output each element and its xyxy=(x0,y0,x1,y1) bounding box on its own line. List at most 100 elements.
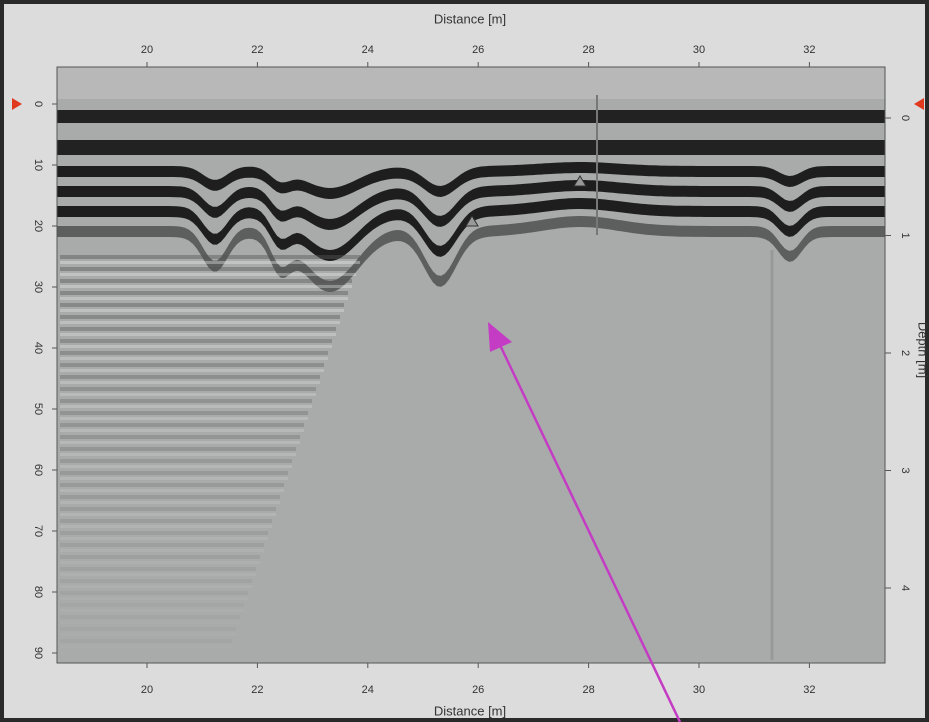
x-tick-label: 24 xyxy=(362,44,374,56)
faint-reflection xyxy=(60,585,252,588)
direct-wave xyxy=(57,140,885,155)
faint-reflection xyxy=(60,273,356,276)
faint-reflection xyxy=(60,645,232,648)
y2-tick-label: 1 xyxy=(899,232,911,238)
x-tick-label: 30 xyxy=(693,44,705,56)
faint-reflection xyxy=(60,441,300,444)
faint-reflection xyxy=(60,435,300,439)
y-tick-label: 70 xyxy=(32,525,44,537)
faint-reflection xyxy=(60,615,240,619)
faint-reflection xyxy=(60,399,312,403)
top-axis-label: Distance [m] xyxy=(434,11,506,26)
annotation-arrowhead xyxy=(488,322,512,352)
x-tick-label: 26 xyxy=(472,44,484,56)
faint-reflection xyxy=(60,567,256,571)
faint-reflection xyxy=(60,639,232,643)
faint-reflection xyxy=(60,321,340,324)
y-tick-label: 10 xyxy=(32,159,44,171)
faint-reflection xyxy=(60,495,280,499)
reflection-band xyxy=(57,162,885,199)
faint-reflection xyxy=(60,339,332,343)
y2-tick-label: 2 xyxy=(899,350,911,356)
faint-reflection xyxy=(60,447,296,451)
faint-reflection xyxy=(60,387,316,391)
faint-reflection xyxy=(60,561,260,564)
faint-reflection xyxy=(60,363,324,367)
faint-reflection xyxy=(60,303,344,307)
x-tick-label: 20 xyxy=(141,684,153,696)
right-axis-label: Depth [m] xyxy=(916,322,929,378)
faint-reflection xyxy=(60,351,328,355)
faint-reflection xyxy=(60,375,320,379)
faint-reflection xyxy=(60,459,292,463)
faint-reflection xyxy=(60,573,256,576)
y2-tick-label: 4 xyxy=(899,585,911,591)
radargram-image xyxy=(57,67,885,660)
air-band xyxy=(57,67,885,99)
faint-reflection xyxy=(60,579,252,583)
faint-reflection xyxy=(60,633,236,636)
faint-reflection xyxy=(60,597,248,600)
faint-reflection xyxy=(60,531,268,535)
y-tick-label: 20 xyxy=(32,220,44,232)
x-tick-label: 22 xyxy=(251,44,263,56)
faint-reflection xyxy=(60,501,280,504)
y-tick-label: 80 xyxy=(32,586,44,598)
faint-reflection xyxy=(60,393,316,396)
faint-reflection xyxy=(60,543,264,547)
plot-frame xyxy=(56,66,886,664)
y2-tick-label: 3 xyxy=(899,467,911,473)
x-tick-label: 32 xyxy=(803,684,815,696)
x-tick-label: 20 xyxy=(141,44,153,56)
faint-reflection xyxy=(60,549,264,552)
faint-reflection xyxy=(60,627,236,631)
pick-marker xyxy=(465,215,479,227)
faint-reflection xyxy=(60,297,348,300)
faint-reflection xyxy=(60,555,260,559)
left-marker xyxy=(12,98,22,110)
faint-reflection xyxy=(60,453,296,456)
faint-reflection xyxy=(60,519,272,523)
faint-reflection xyxy=(60,525,272,528)
y2-tick-label: 0 xyxy=(899,115,911,121)
faint-reflection xyxy=(60,537,268,540)
right-marker xyxy=(914,98,924,110)
bottom-axis-label: Distance [m] xyxy=(434,703,506,718)
faint-reflection xyxy=(60,381,320,384)
faint-reflection xyxy=(60,489,284,492)
pick-marker xyxy=(573,175,587,187)
faint-reflection xyxy=(60,291,348,295)
faint-reflection xyxy=(60,357,328,360)
y-tick-label: 30 xyxy=(32,281,44,293)
faint-reflection xyxy=(60,333,336,336)
faint-reflection xyxy=(60,345,332,348)
reflection-band xyxy=(57,180,885,230)
y-tick-label: 0 xyxy=(32,101,44,107)
faint-reflection xyxy=(60,471,288,475)
faint-reflection xyxy=(60,417,308,420)
faint-reflection xyxy=(60,315,340,319)
x-tick-label: 24 xyxy=(362,684,374,696)
x-tick-label: 32 xyxy=(803,44,815,56)
faint-reflection xyxy=(60,411,308,415)
faint-reflection xyxy=(60,267,356,271)
annotation-arrow xyxy=(498,344,682,722)
y-tick-label: 90 xyxy=(32,647,44,659)
faint-reflection xyxy=(60,423,304,427)
y-tick-label: 40 xyxy=(32,342,44,354)
faint-reflection xyxy=(60,309,344,312)
faint-reflection xyxy=(60,507,276,511)
x-tick-label: 26 xyxy=(472,684,484,696)
x-tick-label: 28 xyxy=(582,684,594,696)
faint-reflection xyxy=(60,477,288,480)
faint-reflection xyxy=(60,279,352,283)
x-tick-label: 30 xyxy=(693,684,705,696)
y-tick-label: 60 xyxy=(32,464,44,476)
faint-reflection xyxy=(60,261,360,264)
faint-reflection xyxy=(60,429,304,432)
faint-reflection xyxy=(60,285,352,288)
faint-reflection xyxy=(60,483,284,487)
faint-reflection xyxy=(60,465,292,468)
faint-reflection xyxy=(60,405,312,408)
